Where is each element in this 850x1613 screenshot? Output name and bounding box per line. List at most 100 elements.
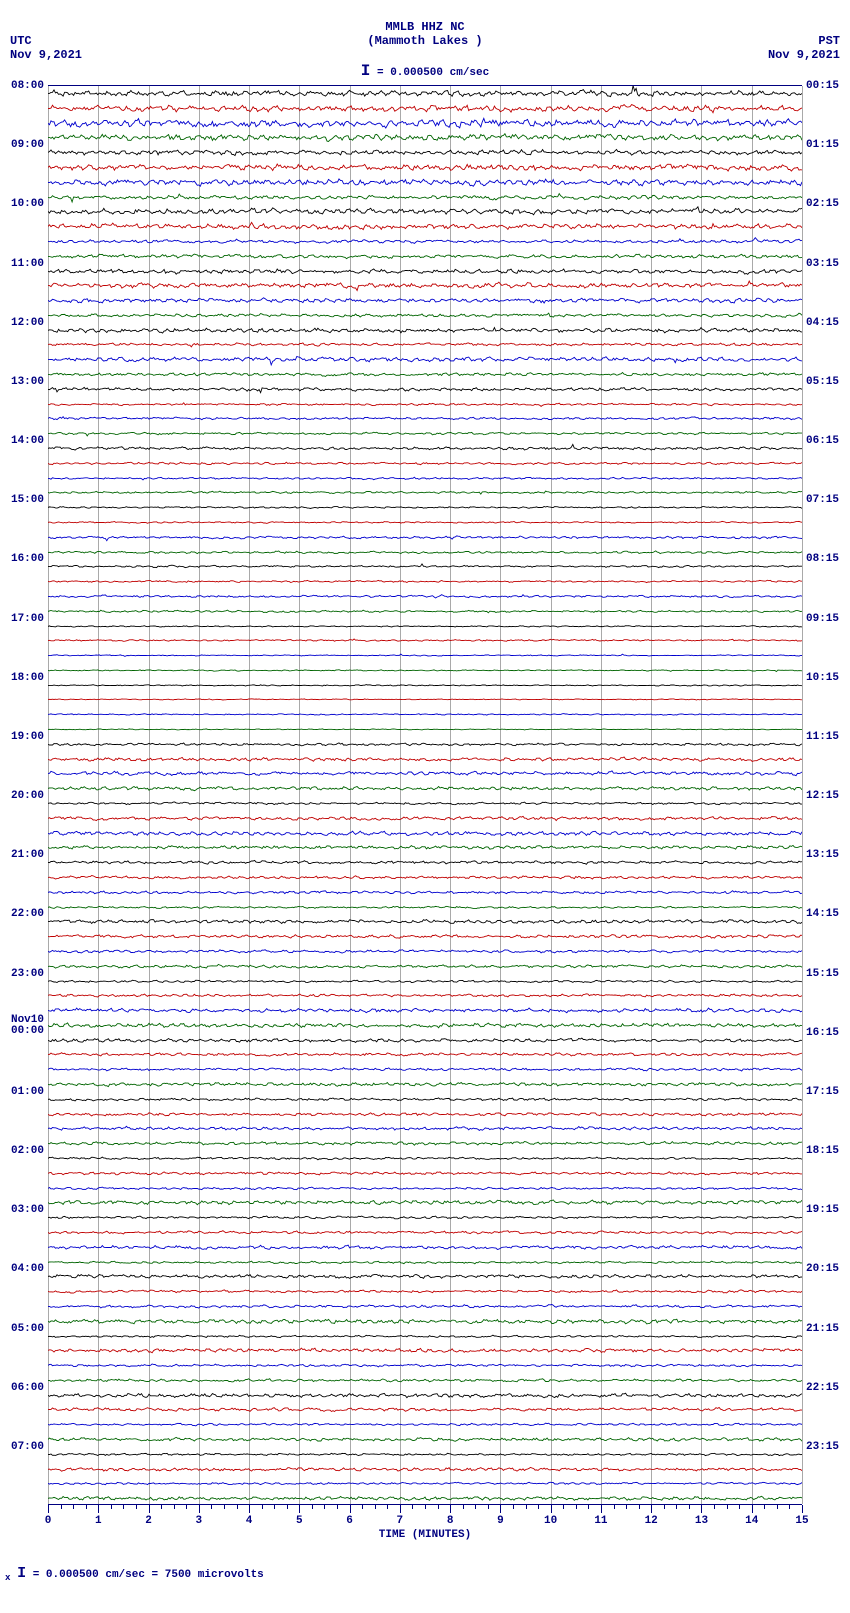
pst-time-label: 00:15: [806, 80, 846, 92]
trace-row: [48, 485, 802, 500]
seismic-trace: [48, 1284, 802, 1299]
seismic-trace: [48, 219, 802, 234]
x-tick-minor: [563, 1505, 564, 1509]
trace-row: [48, 337, 802, 352]
trace-row: 08:0000:15: [48, 86, 802, 101]
x-tick-major: [701, 1505, 702, 1513]
trace-row: 22:0014:15: [48, 914, 802, 929]
utc-time-label: 03:00: [4, 1204, 44, 1216]
x-tick-minor: [475, 1505, 476, 1509]
tz-right: PST Nov 9,2021: [760, 34, 840, 62]
seismic-trace: [48, 737, 802, 752]
x-tick-minor: [412, 1505, 413, 1509]
pst-time-label: 07:15: [806, 494, 846, 506]
seismic-trace: [48, 559, 802, 574]
x-tick-minor: [538, 1505, 539, 1509]
seismic-trace: [48, 589, 802, 604]
seismic-trace: [48, 1255, 802, 1270]
seismic-trace: [48, 1136, 802, 1151]
trace-row: [48, 1062, 802, 1077]
trace-row: [48, 633, 802, 648]
seismic-trace: [48, 116, 802, 131]
x-tick-minor: [764, 1505, 765, 1509]
pst-time-label: 11:15: [806, 731, 846, 743]
seismic-trace: [48, 648, 802, 663]
x-tick-major: [299, 1505, 300, 1513]
seismic-trace: [48, 160, 802, 175]
pst-time-label: 10:15: [806, 672, 846, 684]
trace-row: [48, 1166, 802, 1181]
trace-row: [48, 1358, 802, 1373]
seismic-trace: [48, 929, 802, 944]
x-tick-major: [802, 1505, 803, 1513]
seismic-trace: [48, 1018, 802, 1033]
seismic-trace: [48, 1077, 802, 1092]
seismic-trace: [48, 722, 802, 737]
utc-time-label: 07:00: [4, 1441, 44, 1453]
trace-row: [48, 944, 802, 959]
seismic-trace: [48, 1151, 802, 1166]
trace-row: [48, 900, 802, 915]
trace-row: 18:0010:15: [48, 678, 802, 693]
trace-row: 05:0021:15: [48, 1329, 802, 1344]
trace-row: [48, 811, 802, 826]
utc-time-label: 05:00: [4, 1323, 44, 1335]
seismic-trace: [48, 752, 802, 767]
trace-row: 04:0020:15: [48, 1269, 802, 1284]
trace-row: 19:0011:15: [48, 737, 802, 752]
utc-time-label: 08:00: [4, 80, 44, 92]
utc-time-label: 22:00: [4, 908, 44, 920]
utc-time-label: 06:00: [4, 1382, 44, 1394]
trace-row: [48, 1491, 802, 1506]
scale-indicator: I = 0.000500 cm/sec: [0, 62, 850, 80]
trace-row: [48, 988, 802, 1003]
seismic-trace: [48, 604, 802, 619]
trace-row: [48, 352, 802, 367]
seismic-trace: [48, 633, 802, 648]
seismic-trace: [48, 323, 802, 338]
x-tick-major: [601, 1505, 602, 1513]
trace-row: [48, 308, 802, 323]
trace-row: [48, 959, 802, 974]
trace-row: [48, 663, 802, 678]
seismic-trace: [48, 1476, 802, 1491]
seismic-trace: [48, 663, 802, 678]
x-tick-minor: [375, 1505, 376, 1509]
trace-row: [48, 1240, 802, 1255]
seismic-trace: [48, 204, 802, 219]
seismic-trace: [48, 234, 802, 249]
trace-row: [48, 826, 802, 841]
utc-time-label: Nov10 00:00: [4, 1015, 44, 1037]
trace-row: [48, 515, 802, 530]
trace-row: [48, 1255, 802, 1270]
seismic-trace: [48, 1062, 802, 1077]
trace-row: 20:0012:15: [48, 796, 802, 811]
trace-row: [48, 1107, 802, 1122]
seismic-trace: [48, 1121, 802, 1136]
seismic-trace: [48, 678, 802, 693]
utc-time-label: 21:00: [4, 849, 44, 861]
trace-row: 09:0001:15: [48, 145, 802, 160]
x-tick-major: [400, 1505, 401, 1513]
seismic-trace: [48, 190, 802, 205]
trace-row: 07:0023:15: [48, 1447, 802, 1462]
seismic-trace: [48, 988, 802, 1003]
x-tick-label: 11: [594, 1515, 607, 1527]
trace-row: [48, 722, 802, 737]
x-tick-minor: [387, 1505, 388, 1509]
pst-time-label: 12:15: [806, 790, 846, 802]
x-tick-minor: [425, 1505, 426, 1509]
x-tick-minor: [136, 1505, 137, 1509]
seismic-trace: [48, 1358, 802, 1373]
seismic-trace: [48, 574, 802, 589]
seismic-trace: [48, 1329, 802, 1344]
trace-row: [48, 175, 802, 190]
seismic-trace: [48, 1314, 802, 1329]
seismic-trace: [48, 175, 802, 190]
tz-right-label: PST: [760, 34, 840, 48]
seismic-trace: [48, 619, 802, 634]
x-tick-minor: [111, 1505, 112, 1509]
x-tick-label: 3: [195, 1515, 202, 1527]
utc-time-label: 18:00: [4, 672, 44, 684]
x-tick-major: [500, 1505, 501, 1513]
